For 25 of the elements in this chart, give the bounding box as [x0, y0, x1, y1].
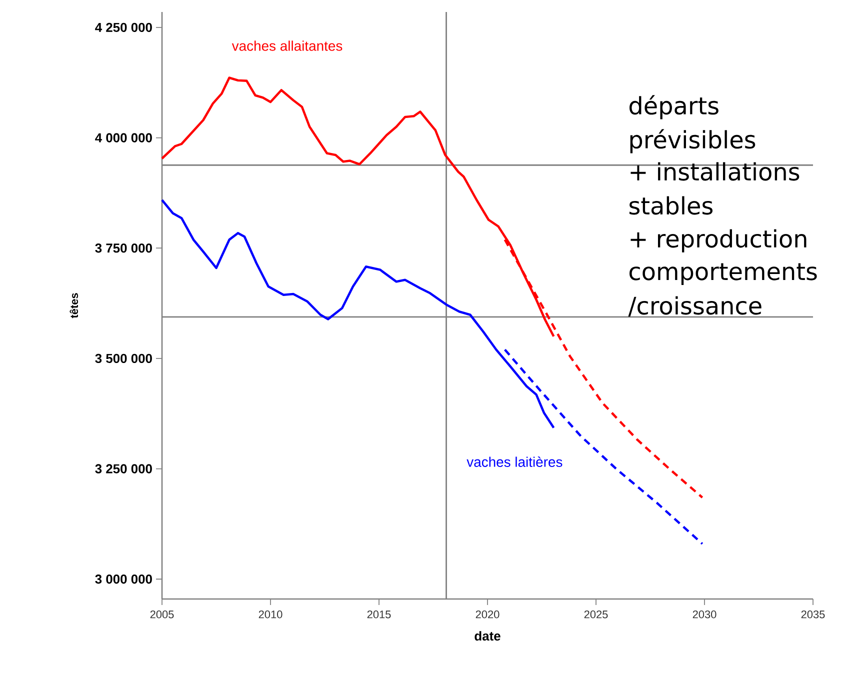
y-tick-label: 4 250 000 — [95, 22, 152, 32]
text: vaches laitières — [466, 456, 562, 467]
x-tick-label: 2035 — [801, 610, 825, 618]
annotation: /croissance — [628, 296, 762, 317]
x-tick-label: 2020 — [476, 610, 500, 618]
y-tick-label: 3 250 000 — [95, 464, 152, 474]
annotation: + reproduction — [630, 229, 806, 252]
annotation: départs — [630, 95, 718, 120]
annotation: prévisibles — [630, 129, 756, 154]
x-tick-label: 2005 — [150, 610, 174, 618]
series-label: vaches allaitantes — [232, 40, 342, 51]
y-tick-label: 3 500 000 — [95, 354, 152, 364]
x-tick-label: 2010 — [258, 610, 282, 618]
annotation: stables — [630, 196, 713, 215]
y-tick-label: 3 000 000 — [95, 574, 152, 584]
x-axis-title: date — [474, 631, 500, 641]
y-tick-label: 4 000 000 — [95, 133, 152, 142]
x-tick-label: 2015 — [367, 610, 391, 618]
y-tick-label: 3 750 000 — [95, 244, 152, 253]
annotation: + installations — [630, 162, 800, 181]
y-axis-title: têtes — [70, 293, 78, 318]
annotation: comportements — [630, 263, 817, 285]
line-series — [160, 198, 555, 429]
x-tick-label: 2030 — [692, 610, 716, 618]
x-tick-label: 2025 — [584, 610, 608, 618]
